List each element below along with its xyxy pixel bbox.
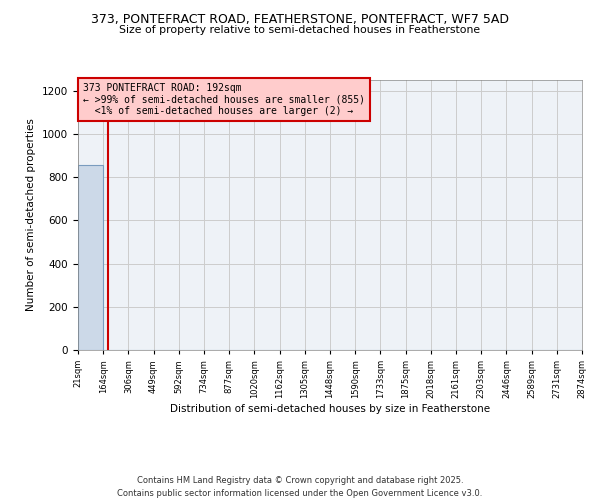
Text: 373, PONTEFRACT ROAD, FEATHERSTONE, PONTEFRACT, WF7 5AD: 373, PONTEFRACT ROAD, FEATHERSTONE, PONT… (91, 12, 509, 26)
X-axis label: Distribution of semi-detached houses by size in Featherstone: Distribution of semi-detached houses by … (170, 404, 490, 414)
Text: Size of property relative to semi-detached houses in Featherstone: Size of property relative to semi-detach… (119, 25, 481, 35)
Y-axis label: Number of semi-detached properties: Number of semi-detached properties (26, 118, 37, 312)
Text: 373 PONTEFRACT ROAD: 192sqm
← >99% of semi-detached houses are smaller (855)
  <: 373 PONTEFRACT ROAD: 192sqm ← >99% of se… (83, 82, 365, 116)
Text: Contains HM Land Registry data © Crown copyright and database right 2025.
Contai: Contains HM Land Registry data © Crown c… (118, 476, 482, 498)
Bar (78, 166, 103, 350)
